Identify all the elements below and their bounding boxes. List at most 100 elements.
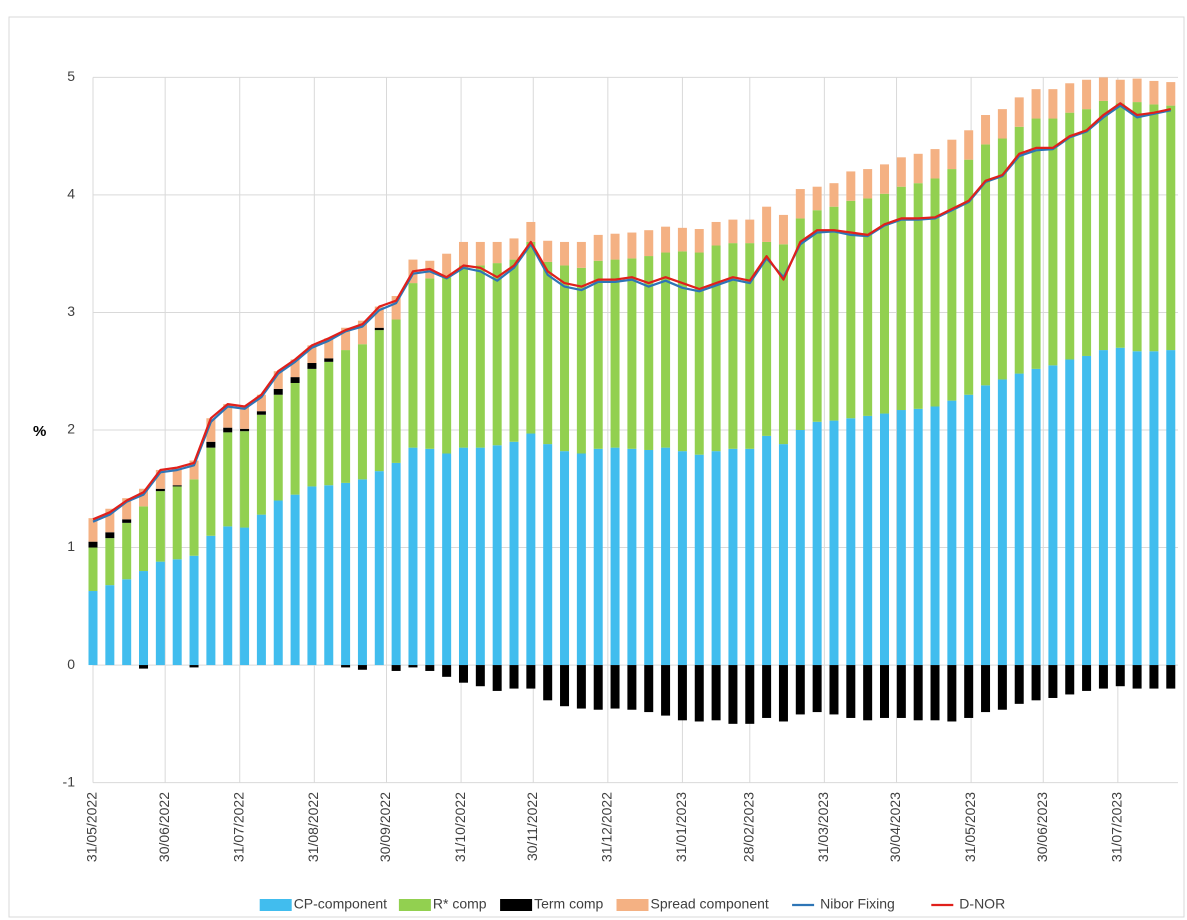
bar (913, 183, 923, 409)
bar (677, 251, 687, 452)
bar (644, 665, 654, 713)
bar (610, 665, 620, 709)
bar (1048, 118, 1058, 366)
bar (812, 210, 822, 422)
bar (846, 418, 856, 666)
bar (997, 109, 1007, 139)
bar (1166, 665, 1176, 689)
bar (442, 453, 452, 666)
bar (425, 278, 435, 449)
bar (307, 368, 317, 487)
bar (492, 241, 502, 264)
y-tick-label: 4 (67, 186, 75, 202)
bar (206, 535, 216, 666)
bar (913, 408, 923, 666)
x-tick-label: 30/06/2023 (1034, 792, 1050, 862)
bar (1166, 105, 1176, 351)
bar (105, 532, 115, 539)
bar (324, 485, 334, 666)
bar (812, 665, 822, 713)
bar (1098, 77, 1108, 101)
bar (543, 240, 553, 262)
bar (593, 448, 603, 666)
bar (442, 277, 452, 454)
bar (290, 359, 300, 378)
bar (913, 153, 923, 184)
bar (290, 382, 300, 495)
bar (1048, 89, 1058, 119)
bar (728, 219, 738, 244)
legend-label: D-NOR (959, 896, 1005, 912)
bar (593, 665, 603, 710)
legend-swatch (259, 899, 292, 911)
bar (374, 327, 384, 331)
bar (745, 243, 755, 449)
bar (256, 414, 266, 515)
bar (677, 665, 687, 721)
bar (189, 665, 199, 668)
bar (139, 571, 149, 666)
bar (1132, 351, 1142, 666)
bar (88, 541, 98, 548)
bar (930, 406, 940, 666)
bar (846, 665, 856, 718)
bar (745, 219, 755, 244)
bar (627, 232, 637, 259)
bar (374, 471, 384, 666)
bar (543, 665, 553, 701)
x-tick-label: 28/02/2023 (740, 792, 756, 862)
bar (930, 178, 940, 407)
legend-label: CP-component (294, 896, 387, 912)
bar (139, 488, 149, 507)
x-tick-label: 31/07/2023 (1109, 792, 1125, 862)
bar (896, 157, 906, 187)
bar (324, 358, 334, 362)
bar (829, 206, 839, 421)
bar (694, 229, 704, 253)
bar (560, 241, 570, 266)
bar (139, 506, 149, 572)
bar (1098, 100, 1108, 351)
bar (644, 230, 654, 257)
x-tick-label: 31/12/2022 (599, 792, 615, 862)
bar (694, 454, 704, 666)
x-tick-label: 31/07/2022 (230, 792, 246, 862)
bar (172, 486, 182, 560)
bar (812, 186, 822, 211)
bar (408, 665, 418, 668)
bar (1149, 104, 1159, 352)
bar (290, 494, 300, 666)
bar (509, 441, 519, 666)
legend-label: R* comp (433, 896, 487, 912)
bar (155, 488, 165, 492)
bar (1014, 97, 1024, 127)
bar (930, 665, 940, 721)
bar (475, 447, 485, 666)
bar (1031, 118, 1041, 369)
bar (762, 435, 772, 666)
x-tick-label: 31/05/2022 (84, 792, 100, 862)
bar (442, 253, 452, 278)
bar (442, 665, 452, 677)
bar (964, 394, 974, 666)
bar (694, 252, 704, 455)
bar (1132, 102, 1142, 352)
bar (795, 218, 805, 430)
bar (997, 665, 1007, 710)
bar (122, 522, 132, 580)
bar (711, 245, 721, 452)
bar (1048, 665, 1058, 698)
bar (1031, 368, 1041, 666)
y-tick-label: 2 (67, 421, 75, 437)
bar (1132, 78, 1142, 103)
x-tick-label: 31/10/2022 (452, 792, 468, 862)
bar (576, 665, 586, 709)
bar (778, 665, 788, 722)
bar (863, 415, 873, 666)
bar (644, 256, 654, 450)
bar (711, 221, 721, 246)
bar (223, 432, 233, 527)
bar (981, 115, 991, 145)
bar (1014, 373, 1024, 666)
bar (576, 241, 586, 268)
